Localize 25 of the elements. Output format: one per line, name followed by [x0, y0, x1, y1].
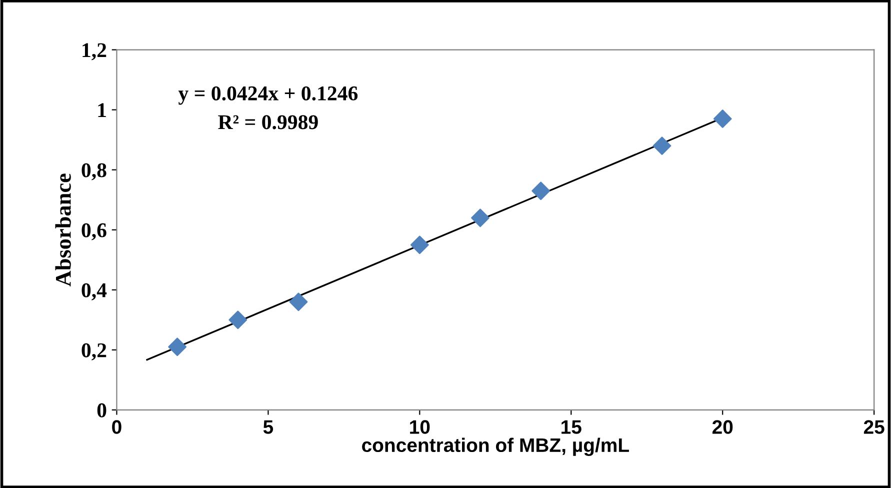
- point: [168, 338, 187, 356]
- point: [471, 208, 490, 228]
- point: [410, 236, 429, 254]
- y-axis-title: Absorbance: [55, 174, 71, 286]
- y-tick-label: 1,2: [82, 43, 106, 60]
- annotation: R² = 0.9989: [218, 115, 318, 130]
- y-tick-label: 0,8: [82, 163, 106, 180]
- x-axis-title: concentration of MBZ, µg/mL: [362, 438, 629, 456]
- y-tick-label: 0,4: [82, 283, 107, 300]
- x-tick-label: 5: [263, 420, 274, 434]
- point: [289, 292, 308, 312]
- point: [228, 310, 248, 330]
- y-tick-label: 0,6: [82, 223, 106, 240]
- y-tick-label: 0,2: [82, 343, 106, 360]
- x-tick-label: 20: [712, 420, 733, 434]
- point: [713, 110, 732, 128]
- x-tick-label: 25: [864, 420, 884, 434]
- x-tick-label: 15: [562, 420, 582, 434]
- point: [532, 182, 550, 200]
- x-tick-label: 0: [112, 420, 122, 434]
- y-tick-label: 1: [98, 103, 106, 118]
- annotation: y = 0.0424x + 0.1246: [178, 86, 358, 105]
- y-tick-label: 0: [97, 403, 106, 418]
- point: [652, 136, 672, 156]
- x-tick-label: 10: [410, 420, 430, 434]
